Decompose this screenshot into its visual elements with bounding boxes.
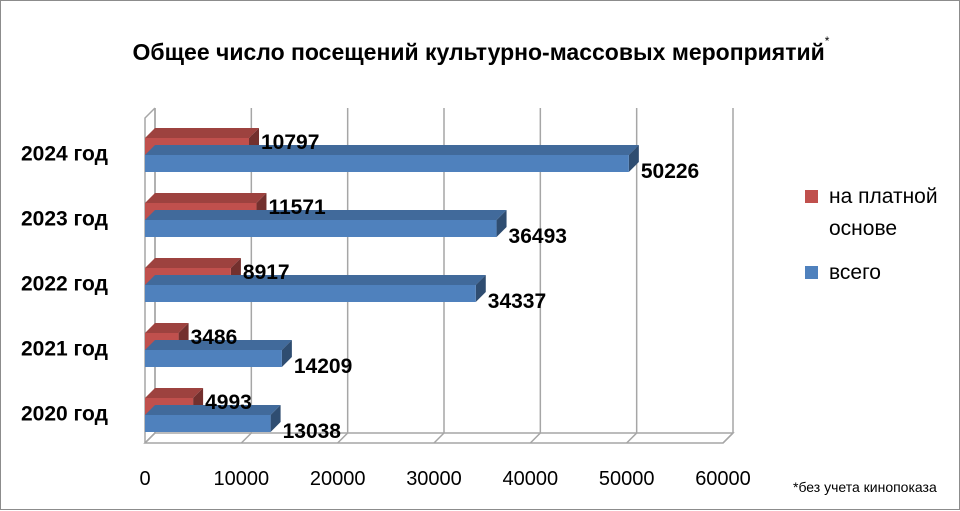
- data-label-paid: 10797: [261, 131, 319, 154]
- bar-total-front: [145, 220, 497, 237]
- bar-layer: [145, 128, 639, 432]
- x-tick-label: 30000: [406, 468, 462, 490]
- bar-total-top: [145, 340, 292, 350]
- data-label-total: 14209: [294, 355, 352, 378]
- bar-total-front: [145, 350, 282, 367]
- x-tick-label: 0: [139, 468, 150, 490]
- data-label-total: 50226: [641, 160, 699, 183]
- data-label-paid: 8917: [243, 261, 290, 284]
- bar-total-top: [145, 145, 639, 155]
- legend-item-total: всего: [803, 257, 960, 289]
- x-tick-label: 50000: [599, 468, 655, 490]
- bar-total-top: [145, 275, 486, 285]
- footnote: *без учета кинопоказа: [793, 479, 937, 495]
- data-label-total: 13038: [283, 420, 342, 443]
- gridline-floor: [626, 432, 638, 444]
- y-category-label: 2022 год: [21, 273, 108, 296]
- bar-total-front: [145, 155, 629, 172]
- bar-total: [145, 145, 639, 172]
- x-tick-label: 60000: [695, 468, 751, 490]
- bar-total-side: [496, 210, 507, 237]
- bar-total-top: [145, 405, 281, 415]
- x-tick-label: 20000: [310, 468, 366, 490]
- chart-title-text: Общее число посещений культурно-массовых…: [132, 39, 825, 65]
- gridline-floor: [529, 432, 541, 444]
- y-category-label: 2023 год: [21, 208, 108, 231]
- y-category-label: 2020 год: [21, 403, 108, 426]
- bar-paid-top: [145, 258, 241, 268]
- gridline-floor: [144, 432, 156, 444]
- x-tick-label: 40000: [503, 468, 559, 490]
- bar-total-top: [145, 210, 507, 220]
- y-category-label: 2024 год: [21, 143, 108, 166]
- gridline-floor: [337, 432, 349, 444]
- data-label-paid: 3486: [191, 326, 238, 349]
- bar-paid-top: [145, 128, 260, 138]
- gridline-floor: [722, 432, 734, 444]
- bar-paid-top: [145, 388, 204, 398]
- bar-total: [145, 210, 507, 237]
- y-category-label: 2021 год: [21, 338, 108, 361]
- data-label-paid: 4993: [205, 391, 252, 414]
- data-label-total: 36493: [509, 225, 567, 248]
- bar-paid-top: [145, 323, 189, 333]
- bar-paid-top: [145, 193, 267, 203]
- legend-label-paid: на платной основе: [829, 185, 938, 240]
- bar-total-side: [475, 275, 486, 302]
- data-label-paid: 11571: [268, 196, 326, 219]
- bar-total: [145, 405, 281, 432]
- bar-total-side: [281, 340, 292, 367]
- gridline-floor: [240, 432, 252, 444]
- bar-total-front: [145, 285, 476, 302]
- legend: на платной основе всего: [803, 181, 960, 289]
- bar-total-side: [270, 405, 281, 432]
- bar-total: [145, 275, 486, 302]
- label-layer: 0 10000 20000 30000 40000 50000 60000 2020 год 4…: [21, 131, 751, 490]
- bar-total-front: [145, 415, 271, 432]
- legend-item-paid: на платной основе: [803, 181, 960, 245]
- bar-total-side: [628, 145, 639, 172]
- data-label-total: 34337: [488, 290, 546, 313]
- bar-total: [145, 340, 292, 367]
- chart-title: Общее число посещений культурно-массовых…: [1, 34, 960, 66]
- legend-swatch-total: [805, 266, 818, 279]
- legend-label-total: всего: [829, 261, 881, 284]
- chart-title-footnote-mark: *: [824, 34, 830, 49]
- legend-swatch-paid: [805, 190, 818, 203]
- x-tick-label: 10000: [214, 468, 270, 490]
- gridline-floor: [433, 432, 445, 444]
